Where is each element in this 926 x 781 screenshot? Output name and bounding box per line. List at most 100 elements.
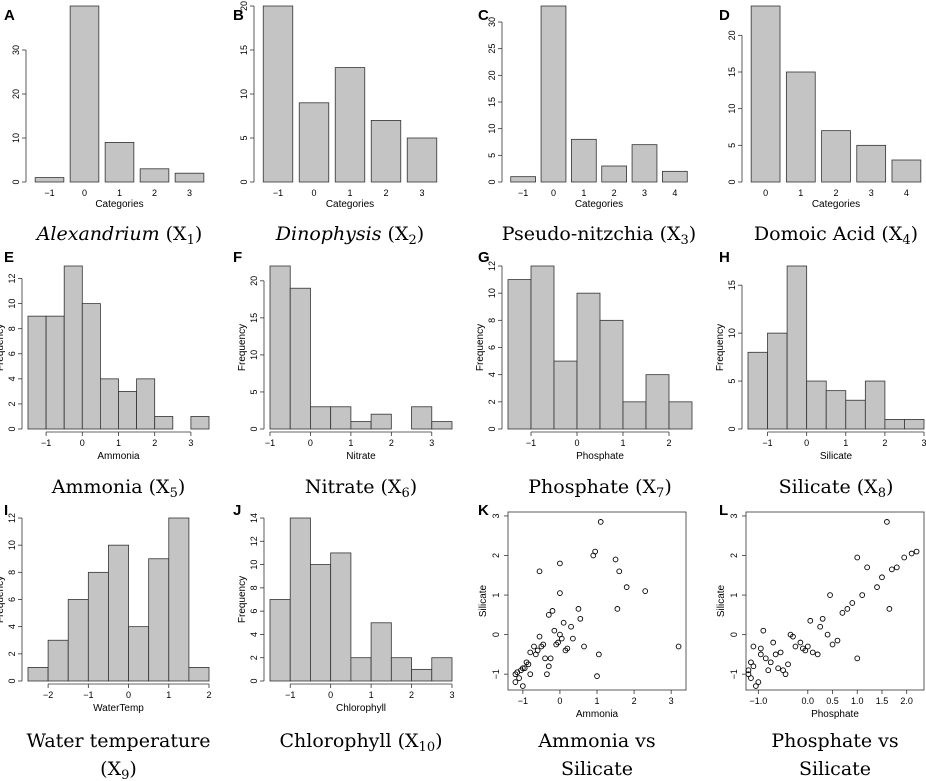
y-tick-label: 20 [487,70,497,80]
x-tick-label: 0 [328,690,333,700]
scatter-point [757,651,764,658]
x-tick-label: 1 [581,188,586,198]
scatter-point [775,665,781,672]
scatter-point [886,606,893,612]
scatter-point [819,615,826,622]
scatter-point [889,566,895,573]
scatter-point [547,655,554,662]
scatter-point [839,610,846,616]
scatter-point [596,651,602,658]
caption-close: ) [689,223,696,245]
bar [570,138,597,183]
scatter-point [516,675,522,681]
y-tick-label: 0 [7,678,17,683]
scatter-point [568,623,574,630]
histogram-bar [81,303,101,430]
x-tick-label: 4 [672,188,677,198]
histogram-bar [269,599,291,682]
scatter-point [623,584,630,591]
scatter-point [785,661,791,668]
caption: Ammonia (X5) [51,476,186,501]
scatter-point [762,655,769,662]
x-tick-label: −1 [265,438,275,448]
scatter-point [545,611,552,618]
histogram-bar [67,599,89,682]
x-tick-label: −1 [44,188,54,198]
caption: Chlorophyll (X10) [279,730,442,755]
x-axis-label: Categories [812,199,860,210]
caption-text: Alexandrium [35,223,160,245]
scatter-point [827,592,833,598]
histogram-bar [668,401,693,430]
scatter-point [782,671,789,678]
x-tick-label: 3 [419,188,424,198]
scatter-point [594,673,600,680]
panel-l: L −1.0 0.0 0.5 1.0 1.5 2.0 Phosphate −1 0 1 2 3 Silic… [716,502,925,780]
y-tick-label: 6 [7,597,17,602]
y-tick-label: 2 [7,401,17,406]
scatter-point [527,649,534,656]
x-tick-label: 0 [804,438,809,448]
histogram-bar [747,351,768,430]
histogram-bar [350,657,372,682]
y-tick-label: 10 [11,133,21,143]
panel-letter: C [478,7,489,24]
y-tick-label: 1 [729,593,739,598]
scatter-point [512,679,519,685]
scatter-point [757,645,764,652]
x-tick-label: 1 [620,438,625,448]
caption-text: Chlorophyll (X [279,730,419,752]
scatter-point [780,667,786,674]
panel-letter: G [478,249,490,266]
y-tick-label: 1 [491,593,501,598]
histogram-bar [128,626,150,682]
y-axis-label: Silicate [716,584,727,617]
x-tick-label: 1 [369,690,374,700]
histogram-bar [190,416,210,430]
histogram-bar [108,544,129,682]
y-tick-label: 6 [487,345,497,350]
caption-text: Nitrate (X [305,476,402,498]
scatter-point [545,663,552,670]
panel-letter: F [233,249,242,266]
x-tick-label: 0 [574,438,579,448]
y-tick-label: 2 [491,553,501,558]
x-tick-label: 2 [152,188,157,198]
caption-var: (X [382,223,409,245]
x-tick-label: 2 [383,188,388,198]
panel-j: J−1 0 1 2 3Chlorophyll02468101214FrequencyCh… [233,502,455,755]
x-tick-label: 2 [666,438,671,448]
caption-subscript: 6 [401,486,409,501]
bar [891,159,922,183]
scatter-point [527,671,534,678]
histogram-bar [100,378,119,430]
y-axis-label: Silicate [478,584,489,617]
histogram-bar [45,315,65,430]
x-tick-label: 0.0 [802,696,815,706]
bar [104,141,135,183]
scatter-point [807,617,814,624]
y-tick-label: 0 [727,426,737,431]
y-tick-label: 0 [11,179,21,184]
scatter-point [536,568,543,575]
scatter-point [597,519,604,525]
scatter-point [745,667,752,674]
caption-close: ) [195,223,202,245]
x-axis-label: Categories [326,199,374,210]
caption: Water temperature [26,730,210,752]
y-tick-label: 8 [7,326,17,331]
scatter-point [908,550,915,557]
y-tick-label: 4 [7,376,17,381]
caption-close: ) [664,476,671,498]
scatter-point [525,661,532,668]
x-tick-label: 1 [347,188,352,198]
scatter-point [797,639,804,646]
scatter-point [557,631,563,638]
y-tick-label: 4 [7,624,17,629]
x-tick-label: −2 [43,690,53,700]
bar [750,5,781,183]
y-axis-label: Frequency [0,324,6,371]
panel-h: H −1 0 1 2 3 Silicate 0 5 10 15 Frequency Silicate (… [715,249,926,501]
y-tick-label: 2 [7,651,17,656]
x-tick-label: 3 [187,188,192,198]
